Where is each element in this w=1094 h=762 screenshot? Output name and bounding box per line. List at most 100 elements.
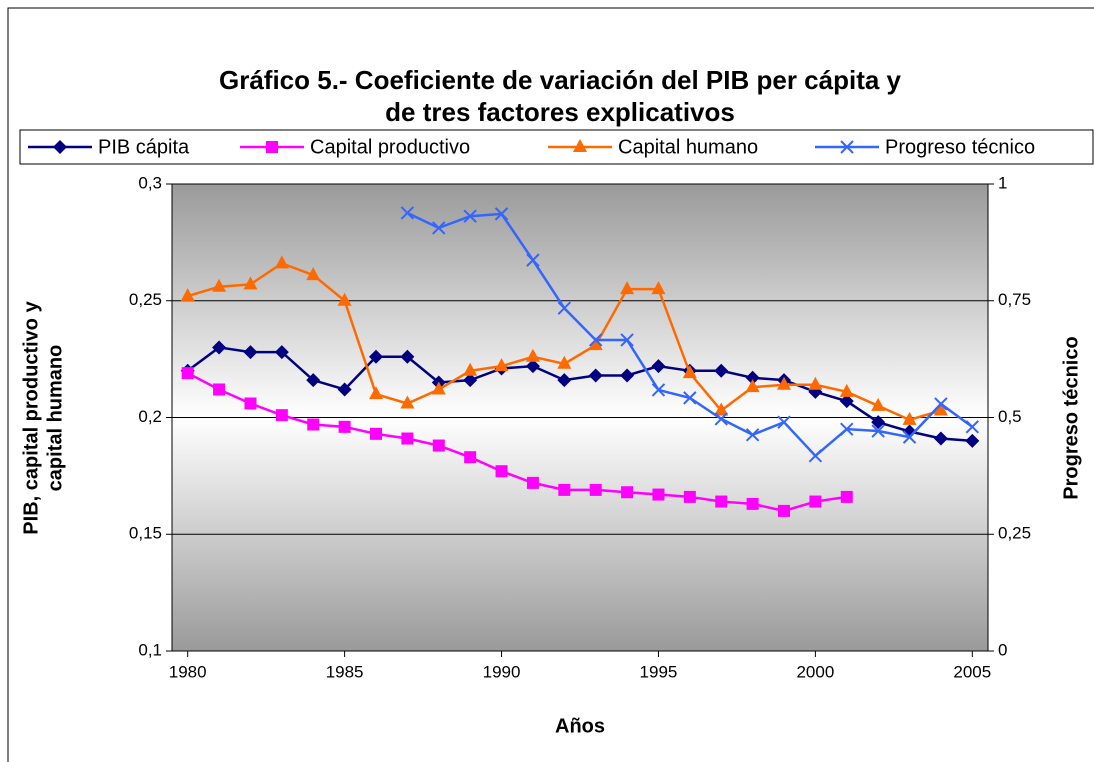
legend-label: Progreso técnico — [885, 136, 1035, 158]
marker — [275, 409, 288, 422]
marker — [557, 373, 572, 388]
marker — [557, 301, 572, 315]
y-tick-label: 0,25 — [129, 290, 162, 309]
marker — [808, 376, 823, 390]
marker — [682, 365, 697, 379]
marker — [651, 281, 666, 295]
marker — [369, 349, 383, 364]
marker — [652, 488, 665, 501]
marker — [306, 373, 321, 388]
marker — [400, 349, 415, 364]
marker — [839, 394, 854, 409]
marker — [244, 397, 257, 410]
marker — [181, 367, 194, 380]
y2-tick-label: 0,5 — [998, 407, 1022, 426]
legend-label: Capital humano — [618, 136, 758, 158]
marker — [573, 139, 587, 152]
marker — [369, 386, 383, 400]
x-tick-label: 1980 — [169, 662, 207, 681]
marker — [714, 363, 729, 378]
y-tick-label: 0,15 — [129, 524, 162, 543]
marker — [463, 209, 477, 223]
marker — [965, 433, 980, 448]
marker — [212, 340, 227, 355]
x-tick-label: 1995 — [640, 662, 678, 681]
marker — [839, 383, 854, 397]
x-tick-label: 1990 — [483, 662, 521, 681]
marker — [588, 337, 603, 351]
marker — [620, 333, 634, 347]
marker — [463, 373, 478, 388]
marker — [463, 362, 478, 376]
marker — [401, 432, 414, 445]
marker — [965, 420, 980, 434]
marker — [934, 397, 948, 411]
y2-tick-label: 0,25 — [998, 524, 1031, 543]
marker — [274, 345, 289, 360]
marker — [525, 348, 540, 362]
marker — [307, 418, 320, 431]
marker — [370, 427, 382, 440]
marker — [840, 140, 854, 154]
legend-label: PIB cápita — [98, 136, 190, 158]
marker — [212, 278, 227, 292]
y2-tick-label: 1 — [998, 173, 1007, 192]
marker — [746, 497, 759, 510]
marker — [715, 495, 728, 508]
marker — [431, 381, 446, 395]
legend-label: Capital productivo — [310, 136, 470, 158]
x-tick-label: 1985 — [326, 662, 364, 681]
marker — [714, 412, 728, 426]
marker — [338, 420, 351, 433]
marker — [683, 391, 697, 405]
marker — [400, 206, 415, 220]
marker — [243, 276, 258, 290]
marker — [808, 449, 823, 463]
marker — [871, 424, 885, 438]
marker — [526, 476, 539, 489]
marker — [714, 402, 729, 416]
marker — [337, 292, 352, 306]
marker — [745, 428, 760, 442]
marker — [526, 253, 540, 267]
marker — [274, 255, 289, 269]
marker — [494, 358, 509, 372]
marker — [557, 355, 572, 369]
chart-title: Gráfico 5.- Coeficiente de variación del… — [219, 65, 902, 95]
marker — [266, 141, 278, 153]
marker — [495, 465, 508, 478]
marker — [337, 382, 352, 397]
y-tick-label: 0,1 — [138, 640, 162, 659]
series-line — [187, 372, 847, 513]
marker — [778, 504, 790, 517]
marker — [588, 333, 603, 347]
y2-axis-label: Progreso técnico — [1060, 336, 1082, 499]
marker — [840, 490, 853, 503]
marker — [902, 430, 917, 444]
x-tick-label: 2005 — [953, 662, 991, 681]
marker — [400, 395, 415, 409]
marker — [620, 368, 635, 383]
marker — [809, 495, 822, 508]
marker — [494, 207, 509, 221]
chart-title: de tres factores explicativos — [385, 97, 735, 127]
y2-tick-label: 0,75 — [998, 290, 1031, 309]
marker — [871, 415, 886, 430]
marker — [620, 281, 635, 295]
marker — [621, 486, 634, 499]
marker — [651, 383, 666, 397]
marker — [589, 483, 602, 496]
y-tick-label: 0,2 — [138, 407, 162, 426]
marker — [871, 397, 886, 411]
marker — [243, 345, 258, 360]
marker — [777, 376, 791, 390]
x-tick-label: 2000 — [796, 662, 834, 681]
marker — [464, 451, 477, 464]
marker — [933, 431, 948, 446]
chart-frame — [7, 7, 1094, 762]
marker — [53, 140, 67, 154]
y-axis-label: capital humano — [44, 345, 66, 492]
marker — [525, 359, 540, 374]
marker — [745, 370, 760, 385]
